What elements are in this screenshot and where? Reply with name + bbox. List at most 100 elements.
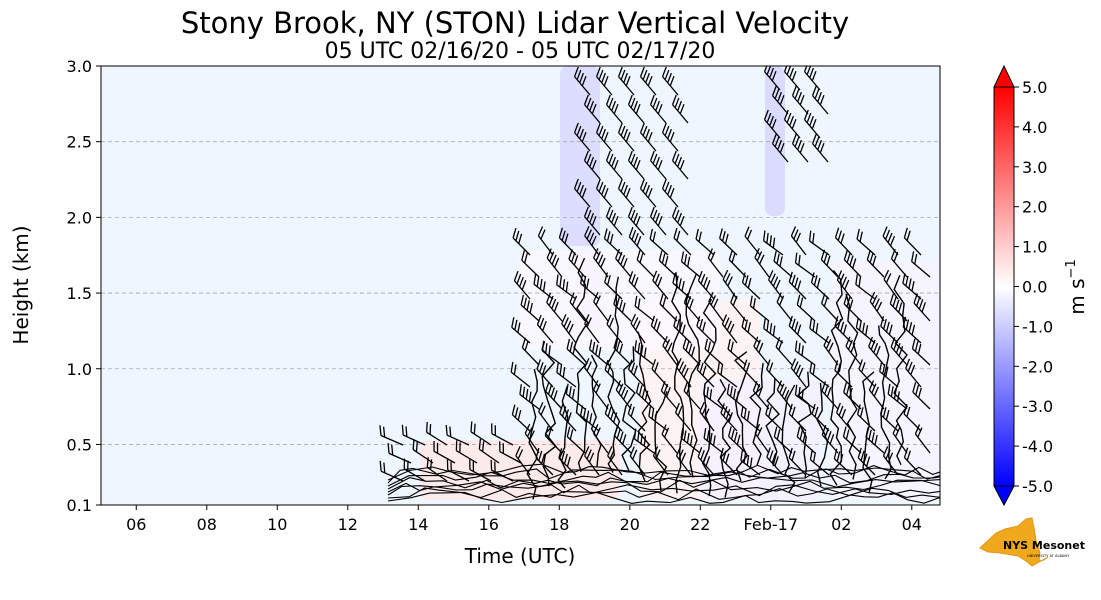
wind-barb xyxy=(753,336,770,366)
wind-barb xyxy=(703,427,724,454)
wind-barb xyxy=(762,230,784,256)
wind-barb xyxy=(911,338,931,366)
wind-barb xyxy=(639,178,657,208)
wind-barb xyxy=(914,424,931,454)
wind-barb xyxy=(652,270,669,300)
wind-barb xyxy=(379,460,404,482)
wind-barb xyxy=(749,295,770,322)
wind-barb xyxy=(790,358,807,388)
wind-barb xyxy=(843,249,862,278)
wind-barb xyxy=(659,293,678,322)
wind-barb xyxy=(649,94,667,124)
colorbar-tick-label: 5.0 xyxy=(1022,78,1047,97)
wind-barb xyxy=(595,122,613,152)
wind-barb xyxy=(491,423,514,446)
velocity-contour xyxy=(387,491,940,504)
wind-barb xyxy=(903,447,922,476)
wind-barb xyxy=(820,293,839,322)
wind-barb xyxy=(707,248,724,278)
wind-barb xyxy=(546,248,563,278)
wind-barb xyxy=(791,85,809,115)
velocity-contour xyxy=(845,293,859,480)
wind-barb xyxy=(790,226,807,256)
wind-barb xyxy=(820,249,839,278)
x-tick-label: Feb-17 xyxy=(744,515,798,534)
velocity-patch xyxy=(560,66,600,246)
wind-barb xyxy=(794,252,816,278)
wind-barb xyxy=(499,441,522,464)
wind-barb xyxy=(811,133,829,163)
wind-barb xyxy=(593,292,609,322)
logo-text: NYS Mesonet xyxy=(1003,539,1085,552)
wind-barb xyxy=(537,226,554,256)
wind-barb xyxy=(696,316,715,344)
wind-barb xyxy=(763,66,781,91)
wind-barb xyxy=(883,269,899,300)
wind-barb xyxy=(887,383,908,410)
y-tick-label: 3.0 xyxy=(67,57,92,76)
colorbar-tick-label: 4.0 xyxy=(1022,118,1047,137)
wind-barb xyxy=(593,248,609,278)
wind-barb xyxy=(536,359,554,388)
wind-barb xyxy=(558,227,577,256)
colorbar-tick-label: -3.0 xyxy=(1022,397,1053,416)
wind-barb xyxy=(728,249,747,278)
velocity-contour xyxy=(733,351,749,482)
x-tick-label: 20 xyxy=(620,515,640,534)
velocity-contour xyxy=(781,384,796,493)
wind-barb xyxy=(882,226,899,256)
velocity-patch xyxy=(420,440,620,500)
wind-barb xyxy=(768,270,784,300)
wind-barb xyxy=(661,178,679,208)
wind-barb xyxy=(566,338,586,366)
colorbar-tick-label: -5.0 xyxy=(1022,477,1053,496)
y-tick-label: 0.1 xyxy=(67,496,92,515)
wind-barb xyxy=(905,358,922,388)
wind-barb xyxy=(584,314,600,344)
wind-barb xyxy=(671,94,689,124)
colorbar: 5.0 4.0 3.0 2.0 1.0 0.0 -1.0 -2.0 -3.0 -4.0 -5.0 m… xyxy=(993,64,1089,507)
wind-barb xyxy=(857,447,876,476)
wind-barb xyxy=(521,337,540,366)
wind-barb xyxy=(803,66,821,91)
velocity-patch xyxy=(520,250,720,350)
wind-barb xyxy=(783,66,801,91)
wind-barb xyxy=(604,272,623,300)
wind-barb xyxy=(880,316,899,344)
wind-barb xyxy=(584,446,600,476)
colorbar-tick-label: -1.0 xyxy=(1022,317,1053,336)
wind-barb xyxy=(569,292,586,322)
wind-barb xyxy=(634,340,655,366)
wind-barb xyxy=(662,335,678,366)
wind-barb xyxy=(379,425,404,446)
wind-barb xyxy=(649,228,669,256)
wind-barb xyxy=(776,380,793,410)
wind-barb xyxy=(629,446,646,476)
wind-barb xyxy=(639,66,657,96)
wind-barb xyxy=(615,248,632,278)
wind-barb xyxy=(719,228,738,256)
velocity-contour xyxy=(829,269,844,486)
x-tick-label: 16 xyxy=(479,515,499,534)
nys-mesonet-logo: NYS Mesonet UNIVERSITY AT ALBANY xyxy=(979,517,1085,567)
velocity-contour xyxy=(387,483,940,497)
wind-barb xyxy=(573,122,591,152)
wind-barb xyxy=(515,445,531,476)
y-axis: 0.1 0.5 1.0 1.5 2.0 2.5 3.0 xyxy=(67,57,101,515)
velocity-contour xyxy=(654,391,668,491)
wind-barb xyxy=(649,206,667,236)
velocity-contour xyxy=(606,276,621,473)
wind-barb xyxy=(605,206,623,236)
colorbar-tick-label: 3.0 xyxy=(1022,158,1047,177)
wind-barb xyxy=(627,150,645,180)
velocity-contour xyxy=(526,368,539,500)
wind-barb xyxy=(545,381,563,410)
wind-barb xyxy=(788,271,807,300)
wind-barb xyxy=(680,251,701,278)
y-axis-label: Height (km) xyxy=(9,225,33,344)
wind-barb xyxy=(556,362,577,388)
wind-barb xyxy=(855,317,876,344)
wind-barb xyxy=(810,272,830,300)
wind-barb xyxy=(823,335,839,366)
